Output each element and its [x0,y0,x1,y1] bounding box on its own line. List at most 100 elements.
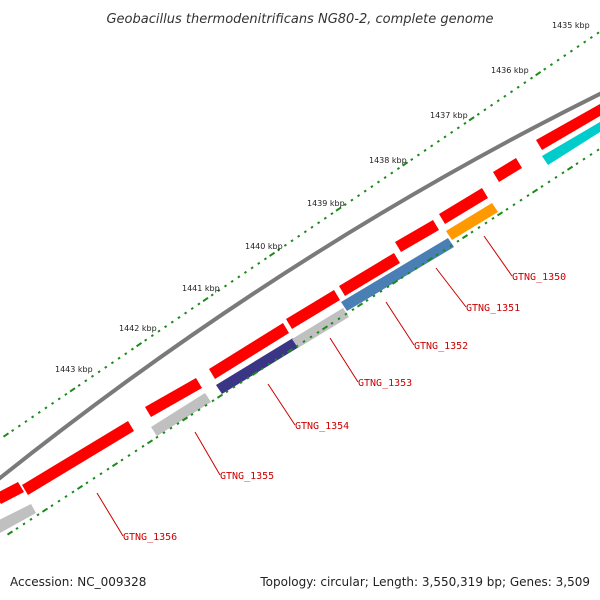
scale-tick [263,257,267,261]
scale-tick [77,383,81,387]
gene-label-GTNG_1350: GTNG_1350 [512,272,566,283]
inner-tick [41,507,49,513]
gene-label-GTNG_1356: GTNG_1356 [123,532,177,543]
gene-label-GTNG_1351: GTNG_1351 [466,303,520,314]
inner-tick [29,517,33,521]
inner-tick [120,458,124,462]
scale-tick [402,161,409,167]
scale-tick [190,307,194,311]
gene-GTNG_1356 [0,504,36,533]
inner-tick [435,253,439,257]
scale-tick [144,338,148,342]
scale-tick [110,361,114,365]
inner-tick [22,522,26,526]
scale-tick [583,40,587,44]
scale-label-1435: 1435 kbp [552,21,590,30]
scale-tick [376,180,381,184]
gene-GTNG_1352 [341,238,454,311]
leader-GTNG_1350 [483,235,513,277]
scale-labels: 1435 kbp 1436 kbp 1437 kbp 1438 kbp 1439… [55,21,590,374]
inner-tick [76,484,84,490]
scale-tick [170,320,174,324]
inner-tick [71,490,75,494]
scale-tick [416,153,420,157]
scale-tick [563,54,567,58]
scale-tick [343,203,347,207]
inner-tick [274,358,278,362]
inner-tick [232,385,236,389]
scale-tick [11,428,15,432]
genome-backbone [0,91,600,481]
scale-tick [277,248,281,252]
scale-tick [24,419,28,423]
scale-tick [490,103,494,107]
leader-GTNG_1356 [96,492,124,537]
forward-cds [22,421,134,495]
scale-tick [468,116,475,122]
inner-tick [391,279,399,285]
scale-tick [44,406,48,410]
inner-tick [470,230,474,234]
inner-tick [246,376,250,380]
scale-tick [290,239,294,243]
scale-label-1436: 1436 kbp [491,66,529,75]
scale-tick [17,424,21,428]
inner-tick [146,439,154,445]
inner-tick [414,267,418,271]
scale-tick [37,410,41,414]
inner-tick [526,194,530,198]
scale-tick [509,90,514,94]
scale-tick [135,342,143,348]
gene-GTNG_1353 [292,308,349,348]
scale-tick [69,387,76,393]
inner-tick [356,302,364,308]
scale-tick [257,261,261,265]
scale-label-1443: 1443 kbp [55,365,93,374]
inner-tick [99,472,103,476]
inner-tick [512,203,516,207]
scale-label-1439: 1439 kbp [307,199,345,208]
inner-tick [302,340,306,343]
inner-tick [519,198,523,202]
scale-tick [243,270,248,274]
scale-tick [350,198,354,202]
inner-tick [484,221,488,225]
scale-tick [443,135,447,139]
scale-tick [456,126,460,130]
inner-tick [141,444,145,448]
inner-tick [169,426,173,430]
gene-cyan [542,122,600,165]
inner-tick [400,276,404,280]
scale-tick [556,58,560,62]
scale-tick [297,234,301,238]
inner-tick [309,335,313,339]
leader-GTNG_1355 [194,431,221,476]
scale-tick [90,374,95,378]
inner-tick [316,330,320,334]
inner-tick [505,207,509,211]
inner-tick [106,467,110,471]
scale-tick [396,167,401,171]
inner-tick [596,148,600,152]
gene-label-GTNG_1352: GTNG_1352 [414,341,468,352]
scale-tick [356,194,361,198]
inner-tick [449,244,453,248]
inner-tick [386,285,390,289]
inner-tick [181,416,189,422]
scale-tick [97,370,101,374]
inner-tick [111,462,119,468]
inner-tick [92,476,96,480]
inner-tick [211,399,215,403]
scale-tick [104,365,108,369]
scale-tick [283,243,287,247]
scale-tick [503,94,507,98]
scale-tick [335,206,342,212]
scale-tick [197,302,201,306]
inner-tick [344,312,348,316]
scale-tick [210,293,214,297]
inner-tick [197,408,201,412]
inner-tick [267,362,271,366]
scale-tick [476,112,480,116]
forward-cds [536,104,600,150]
